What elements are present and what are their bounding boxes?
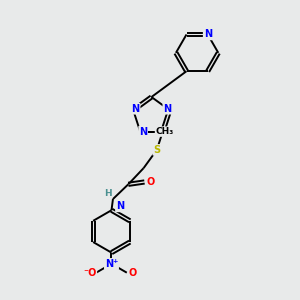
Text: N: N <box>132 104 140 114</box>
Text: N: N <box>204 29 212 40</box>
Text: N⁺: N⁺ <box>105 259 118 269</box>
Text: S: S <box>153 145 161 155</box>
Text: N: N <box>163 104 171 114</box>
Text: O: O <box>147 177 155 187</box>
Text: O: O <box>129 268 137 278</box>
Text: ⁻O: ⁻O <box>83 268 96 278</box>
Text: N: N <box>139 127 147 136</box>
Text: N: N <box>116 201 124 212</box>
Text: H: H <box>104 189 112 198</box>
Text: CH₃: CH₃ <box>155 127 174 136</box>
